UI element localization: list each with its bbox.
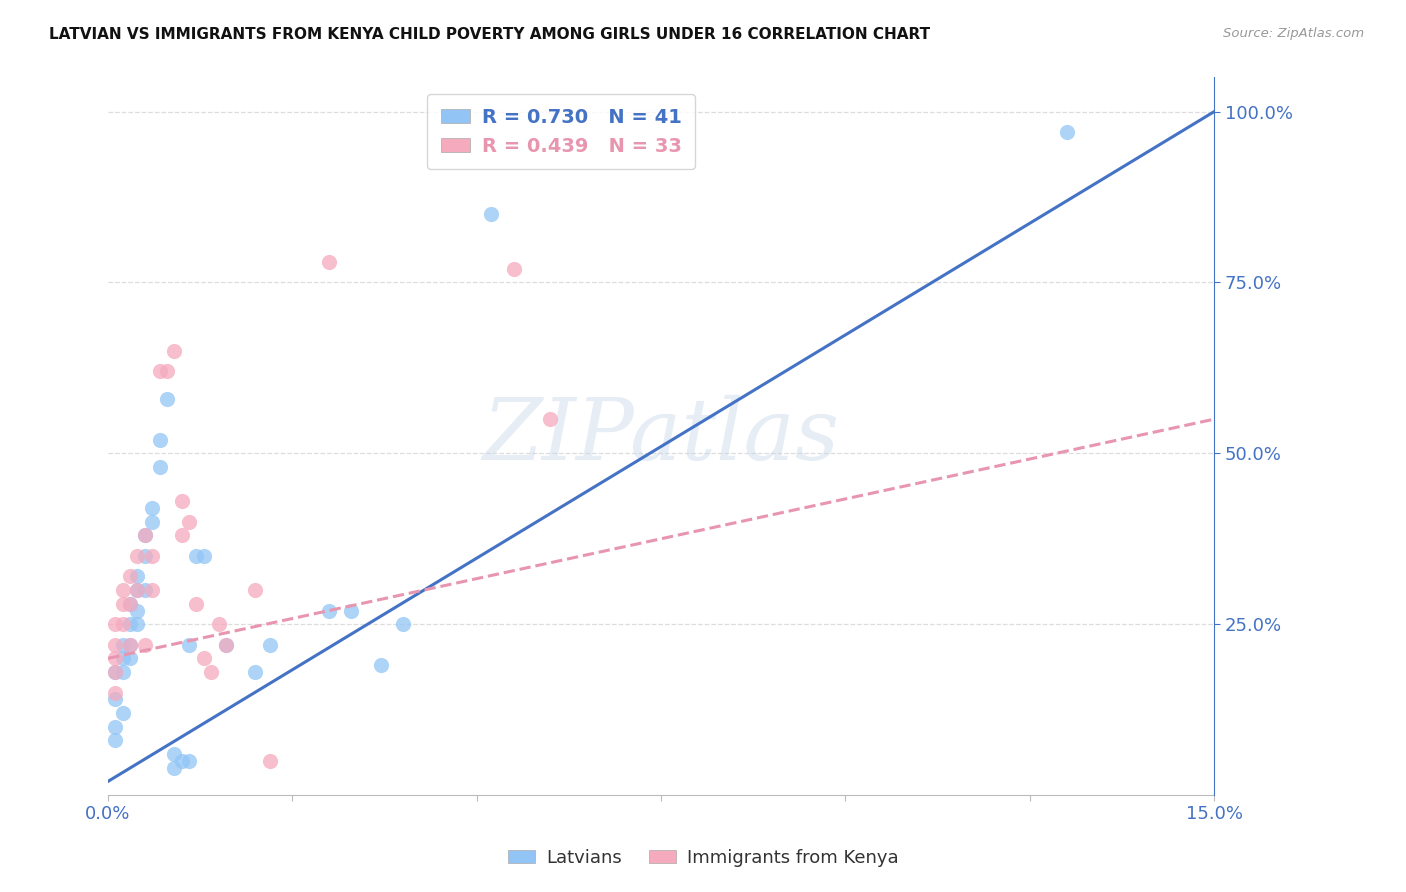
Point (104, 685, 127, 699)
Point (127, 549, 149, 563)
Point (193, 549, 215, 563)
Text: Source: ZipAtlas.com: Source: ZipAtlas.com (1223, 27, 1364, 40)
Legend: Latvians, Immigrants from Kenya: Latvians, Immigrants from Kenya (501, 842, 905, 874)
Point (104, 733, 127, 747)
Point (120, 638, 142, 652)
Point (215, 638, 238, 652)
Point (156, 364, 179, 378)
Point (141, 549, 163, 563)
Point (120, 638, 142, 652)
Point (104, 617, 127, 632)
Point (120, 597, 142, 611)
Point (170, 494, 193, 508)
Point (141, 582, 163, 597)
Text: ZIPatlas: ZIPatlas (482, 395, 839, 477)
Point (502, 261, 524, 276)
Point (163, 343, 186, 358)
Point (104, 665, 127, 679)
Point (318, 603, 340, 617)
Point (1056, 125, 1078, 139)
Point (207, 617, 229, 632)
Point (134, 528, 156, 542)
Point (127, 603, 149, 617)
Point (127, 569, 149, 583)
Point (170, 528, 193, 542)
Point (340, 603, 363, 617)
Point (141, 515, 163, 529)
Point (134, 549, 156, 563)
Point (104, 638, 127, 652)
Point (104, 651, 127, 665)
Point (540, 412, 562, 426)
Point (370, 658, 392, 673)
Point (134, 528, 156, 542)
Point (215, 638, 238, 652)
Point (141, 501, 163, 516)
Point (120, 651, 142, 665)
Point (104, 665, 127, 679)
Point (134, 582, 156, 597)
Point (111, 651, 134, 665)
Point (104, 692, 127, 706)
Point (120, 569, 142, 583)
Point (170, 754, 193, 768)
Point (127, 582, 149, 597)
Point (104, 720, 127, 734)
Point (179, 638, 201, 652)
Point (120, 597, 142, 611)
Point (149, 364, 172, 378)
Point (245, 582, 267, 597)
Point (111, 582, 134, 597)
Point (392, 617, 415, 632)
Point (120, 617, 142, 632)
Point (127, 582, 149, 597)
Text: LATVIAN VS IMMIGRANTS FROM KENYA CHILD POVERTY AMONG GIRLS UNDER 16 CORRELATION : LATVIAN VS IMMIGRANTS FROM KENYA CHILD P… (49, 27, 931, 42)
Point (163, 747, 186, 761)
Point (200, 665, 222, 679)
Point (259, 638, 281, 652)
Point (111, 597, 134, 611)
Point (163, 761, 186, 775)
Point (149, 433, 172, 447)
Point (318, 255, 340, 269)
Point (111, 665, 134, 679)
Point (481, 207, 503, 221)
Point (111, 617, 134, 632)
Legend: R = 0.730   N = 41, R = 0.439   N = 33: R = 0.730 N = 41, R = 0.439 N = 33 (427, 95, 696, 169)
Point (127, 617, 149, 632)
Point (186, 549, 208, 563)
Point (245, 665, 267, 679)
Point (134, 638, 156, 652)
Point (179, 515, 201, 529)
Point (179, 754, 201, 768)
Point (111, 638, 134, 652)
Point (111, 706, 134, 720)
Point (193, 651, 215, 665)
Point (156, 392, 179, 406)
Point (149, 460, 172, 475)
Point (186, 597, 208, 611)
Point (259, 754, 281, 768)
